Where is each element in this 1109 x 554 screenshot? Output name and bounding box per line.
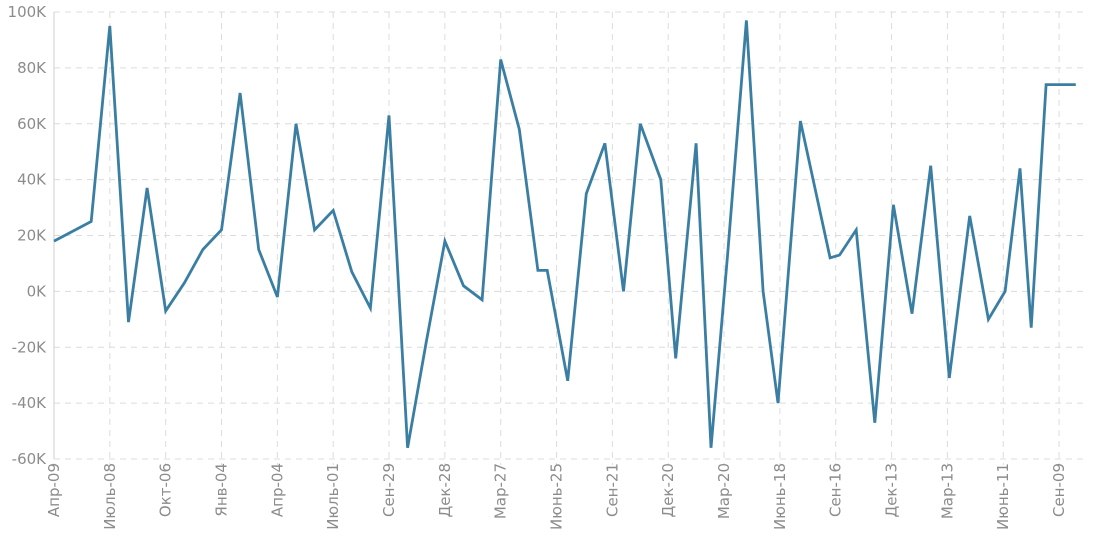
y-tick-label: -40K — [12, 394, 47, 412]
y-tick-label: 0K — [27, 282, 48, 300]
y-tick-label: 60K — [17, 115, 47, 133]
x-tick-label: Окт-06 — [157, 463, 175, 517]
x-tick-label: Апр-09 — [45, 463, 63, 517]
x-tick-label: Дек-28 — [436, 463, 454, 518]
x-tick-label: Янв-04 — [213, 463, 231, 517]
y-tick-label: 40K — [17, 171, 47, 189]
y-tick-label: 80K — [17, 59, 47, 77]
x-tick-label: Мар-20 — [715, 463, 733, 519]
x-tick-label: Дек-13 — [883, 463, 901, 518]
y-tick-label: 100K — [8, 3, 48, 21]
x-tick-label: Июль-01 — [324, 463, 342, 530]
x-tick-label: Июнь-18 — [771, 463, 789, 530]
grid — [53, 11, 1087, 465]
y-tick-label: -60K — [12, 450, 47, 468]
x-axis-ticks: Апр-09 Июль-08 Окт-06 Янв-04 Апр-04 Июль-01 Се… — [45, 463, 1068, 530]
x-tick-label: Дек-20 — [659, 463, 677, 518]
x-tick-label: Мар-13 — [938, 463, 956, 519]
x-tick-label: Июнь-11 — [994, 463, 1012, 530]
x-tick-label: Апр-04 — [268, 463, 286, 517]
y-axis-ticks: -60K -40K -20K 0K 20K 40K 60K 80K 100K — [8, 3, 48, 468]
x-tick-label: Сен-16 — [827, 463, 845, 517]
x-tick-label: Сен-29 — [380, 463, 398, 517]
x-tick-label: Сен-09 — [1050, 463, 1068, 517]
x-tick-label: Сен-21 — [603, 463, 621, 517]
series-line — [53, 20, 1076, 449]
y-tick-label: 20K — [17, 227, 47, 245]
series — [53, 20, 1076, 449]
x-tick-label: Июнь-25 — [548, 463, 566, 530]
x-tick-label: Июль-08 — [101, 463, 119, 530]
y-tick-label: -20K — [12, 338, 47, 356]
x-tick-label: Мар-27 — [492, 463, 510, 519]
